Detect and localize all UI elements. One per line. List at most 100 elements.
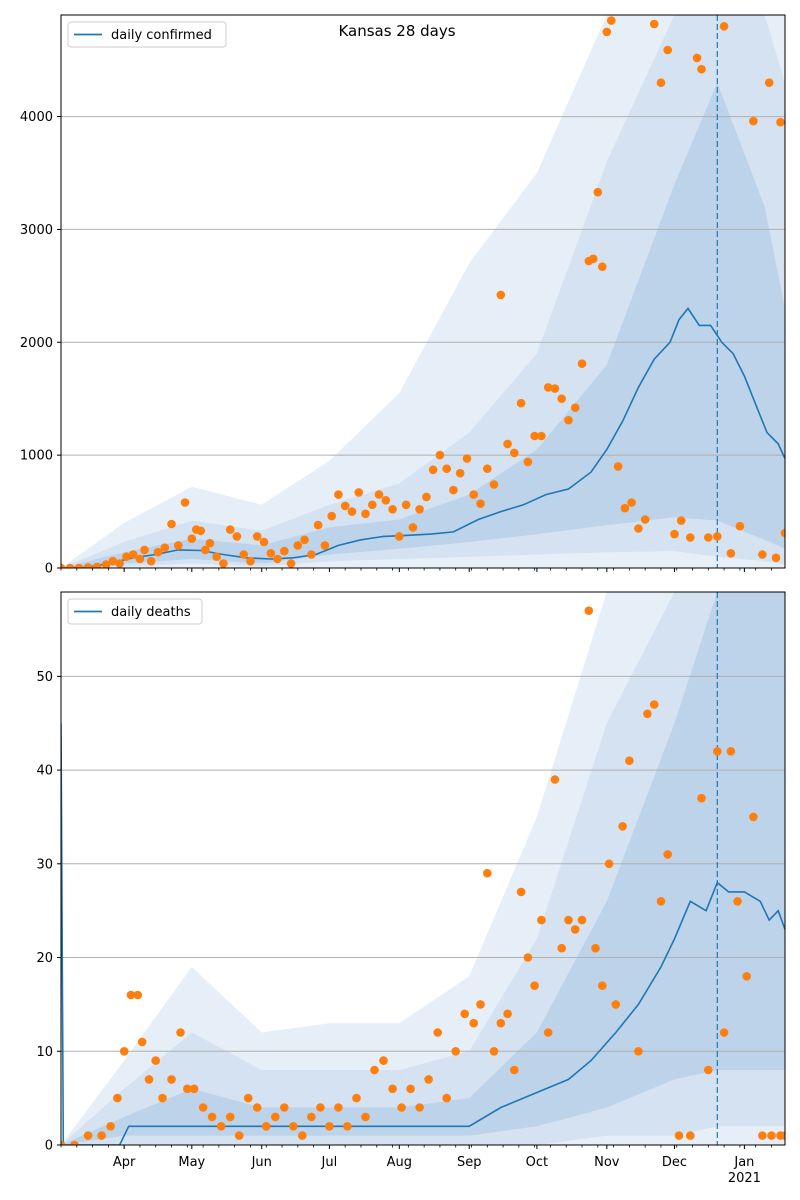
data-point [503,439,512,449]
x-tick-year-label: 2021 [728,1171,761,1186]
series-line [61,723,785,1145]
data-point [758,1131,767,1140]
axes-frame [60,14,786,569]
axes-frame [60,591,786,1146]
data-point [219,559,228,568]
data-point [61,563,66,568]
data-point [151,1056,160,1065]
data-point [686,533,695,542]
data-point [325,1122,334,1131]
data-point [300,535,309,545]
data-point [611,1000,621,1009]
data-point [564,915,573,925]
data-point [379,1056,388,1065]
data-point [618,822,627,831]
data-point [187,534,197,543]
data-point [483,464,492,474]
data-point [620,503,630,513]
data-point [489,1047,499,1056]
data-point [128,550,138,559]
data-point [293,541,303,550]
data-point [395,532,404,541]
data-point [460,1009,470,1019]
data-point [361,1112,370,1122]
data-point [496,1018,506,1028]
data-point [749,116,758,126]
data-point [115,559,124,568]
data-point [598,262,607,272]
data-point [649,19,659,29]
data-point [649,700,659,709]
data-point [273,554,282,564]
data-point [733,897,742,906]
data-point [607,16,616,25]
data-point [415,505,424,514]
data-point [523,457,533,467]
data-point [374,490,384,499]
data-point [742,5,751,14]
legend-box [67,21,227,48]
data-point [767,1131,776,1140]
data-point [543,1028,553,1037]
data-point [476,499,485,509]
data-point [212,552,221,561]
data-point [126,990,136,1000]
data-point [320,541,330,550]
data-point [408,523,418,532]
data-point [334,1103,343,1112]
data-point [462,454,472,463]
data-point [656,78,666,87]
data-point [205,538,215,548]
data-point [742,972,751,981]
data-point [530,431,539,441]
data-point [656,897,666,906]
data-point [523,953,533,962]
data-point [146,556,156,566]
x-tick-label: Apr [113,1155,136,1170]
data-point [354,488,364,497]
data-point [780,1131,785,1140]
y-tick-label: 50 [36,670,53,685]
data-point [570,403,580,413]
data-point [207,1112,217,1122]
data-point [137,1037,147,1047]
x-tick-label: Jan [733,1155,754,1170]
x-tick-label: Dec [662,1155,687,1170]
data-point [697,793,706,803]
data-point [726,549,736,558]
data-point [749,812,758,822]
data-point [516,887,526,897]
data-point [776,117,785,127]
x-tick-label: Jun [251,1155,272,1170]
confirmed-panel: 0 1000 2000 3000 4000 daily confirmed [20,5,786,577]
data-point [516,398,526,408]
data-point [307,1112,316,1122]
data-point [442,1093,452,1103]
data-point [176,1028,185,1037]
data-point [97,1131,106,1140]
data-point [70,1140,79,1145]
data-point [483,868,492,878]
data-point [144,1075,154,1084]
data-point [537,915,546,925]
data-point [704,533,713,542]
data-point [106,1122,115,1131]
data-point [510,448,519,458]
data-point [697,64,706,74]
data-point [530,981,539,990]
data-point [289,1122,298,1131]
data-point [704,1065,713,1075]
figure-title: Kansas 28 days [338,22,455,40]
data-point [764,78,774,87]
data-point [719,1028,729,1037]
data-point [313,520,323,530]
y-tick-label: 1000 [20,449,53,464]
data-point [625,756,634,765]
data-point [340,501,350,511]
data-point [640,515,650,524]
data-point [543,383,553,392]
data-point [713,532,722,541]
data-point [455,468,465,478]
data-point [604,859,614,869]
data-point [280,546,289,556]
